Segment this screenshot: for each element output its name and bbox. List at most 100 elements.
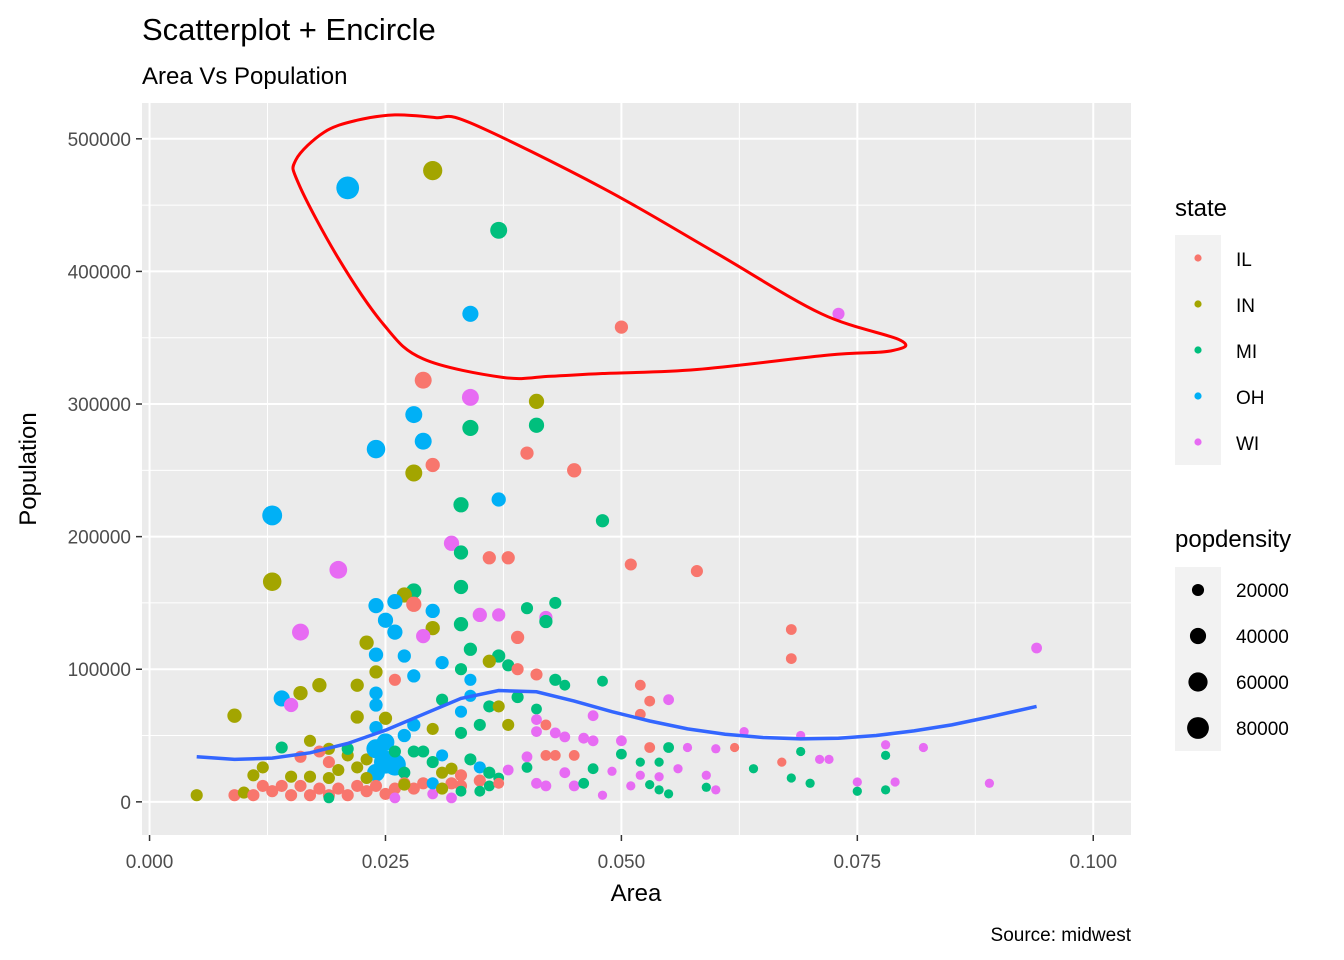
point-in xyxy=(332,763,345,777)
point-wi xyxy=(292,623,309,641)
point-wi xyxy=(984,778,995,788)
point-mi xyxy=(654,785,664,795)
point-wi xyxy=(1031,642,1042,654)
y-axis-ticks: 0 100000 200000 300000 400000 500000 xyxy=(68,130,142,814)
point-wi xyxy=(918,742,929,753)
legend-size-label: 60000 xyxy=(1236,673,1289,694)
y-tick-label: 100000 xyxy=(68,660,131,681)
point-in xyxy=(528,393,545,410)
x-tick-label: 0.025 xyxy=(362,852,410,873)
point-il xyxy=(690,565,703,578)
chart-title: Scatterplot + Encircle xyxy=(142,12,436,47)
point-in xyxy=(303,734,317,747)
point-il xyxy=(540,750,552,761)
legend-label-wi: WI xyxy=(1236,434,1259,455)
legend-key-mi xyxy=(1194,346,1202,354)
point-il xyxy=(445,777,458,790)
point-in xyxy=(293,685,308,701)
point-mi xyxy=(462,419,479,436)
point-il xyxy=(501,551,515,565)
encircle-outline xyxy=(291,113,908,381)
point-oh xyxy=(366,439,386,459)
legend-size-title: popdensity xyxy=(1175,526,1291,553)
point-mi xyxy=(455,785,467,797)
point-wi xyxy=(492,608,506,622)
point-wi xyxy=(711,785,721,795)
point-il xyxy=(785,624,797,635)
point-wi xyxy=(443,535,460,551)
chart-caption: Source: midwest xyxy=(991,925,1132,946)
point-mi xyxy=(453,617,469,632)
point-mi xyxy=(559,679,571,691)
point-in xyxy=(445,762,458,775)
point-oh xyxy=(426,777,439,790)
point-mi xyxy=(531,703,542,715)
legend-size-label: 80000 xyxy=(1236,719,1289,740)
point-wi xyxy=(502,764,514,776)
point-il xyxy=(785,653,797,664)
point-mi xyxy=(483,780,495,792)
point-mi xyxy=(578,777,590,789)
point-in xyxy=(426,722,439,735)
point-oh xyxy=(262,505,283,526)
point-in xyxy=(262,572,282,591)
x-tick-label: 0.000 xyxy=(126,852,174,873)
point-mi xyxy=(453,579,469,595)
point-in xyxy=(312,678,327,693)
point-wi xyxy=(616,735,627,747)
point-oh xyxy=(397,728,411,743)
point-wi xyxy=(682,742,693,753)
point-oh xyxy=(377,612,394,628)
point-mi xyxy=(595,514,610,528)
y-axis-title: Population xyxy=(15,412,42,525)
point-wi xyxy=(814,754,825,765)
point-wi xyxy=(549,727,561,739)
point-il xyxy=(549,750,561,761)
point-mi xyxy=(701,782,711,792)
point-mi xyxy=(748,764,759,774)
point-il xyxy=(493,777,505,789)
point-il xyxy=(369,779,383,792)
point-in xyxy=(502,718,515,731)
point-in xyxy=(285,770,298,783)
point-oh xyxy=(425,603,440,619)
point-wi xyxy=(832,307,845,320)
point-oh xyxy=(436,749,449,762)
point-wi xyxy=(531,726,542,737)
point-wi xyxy=(531,714,542,725)
y-tick-label: 200000 xyxy=(68,528,131,549)
point-il xyxy=(510,630,525,645)
point-wi xyxy=(663,694,674,706)
point-mi xyxy=(645,779,655,790)
point-il xyxy=(567,463,582,478)
point-il xyxy=(266,785,279,798)
point-wi xyxy=(329,560,348,579)
legend-label-mi: MI xyxy=(1236,342,1257,363)
point-wi xyxy=(472,607,487,623)
point-il xyxy=(341,789,354,802)
point-il xyxy=(275,779,288,792)
point-il xyxy=(644,742,656,753)
point-wi xyxy=(389,792,401,804)
point-wi xyxy=(701,770,711,780)
point-oh xyxy=(336,176,360,200)
point-in xyxy=(359,635,374,650)
legend-size-label: 40000 xyxy=(1236,627,1289,648)
point-in xyxy=(227,708,242,723)
point-il xyxy=(388,673,401,686)
x-axis-title: Area xyxy=(611,880,662,907)
point-in xyxy=(256,761,269,774)
point-oh xyxy=(407,718,421,732)
point-il xyxy=(624,558,637,571)
point-in xyxy=(350,678,364,692)
point-in xyxy=(247,769,260,782)
point-wi xyxy=(654,772,664,782)
point-in xyxy=(425,620,440,636)
y-tick-label: 500000 xyxy=(68,130,131,151)
point-oh xyxy=(368,597,384,614)
legend-state-title: state xyxy=(1175,195,1227,222)
x-tick-label: 0.075 xyxy=(834,852,882,873)
point-il xyxy=(406,596,422,612)
point-wi xyxy=(416,628,431,644)
point-il xyxy=(482,551,496,565)
